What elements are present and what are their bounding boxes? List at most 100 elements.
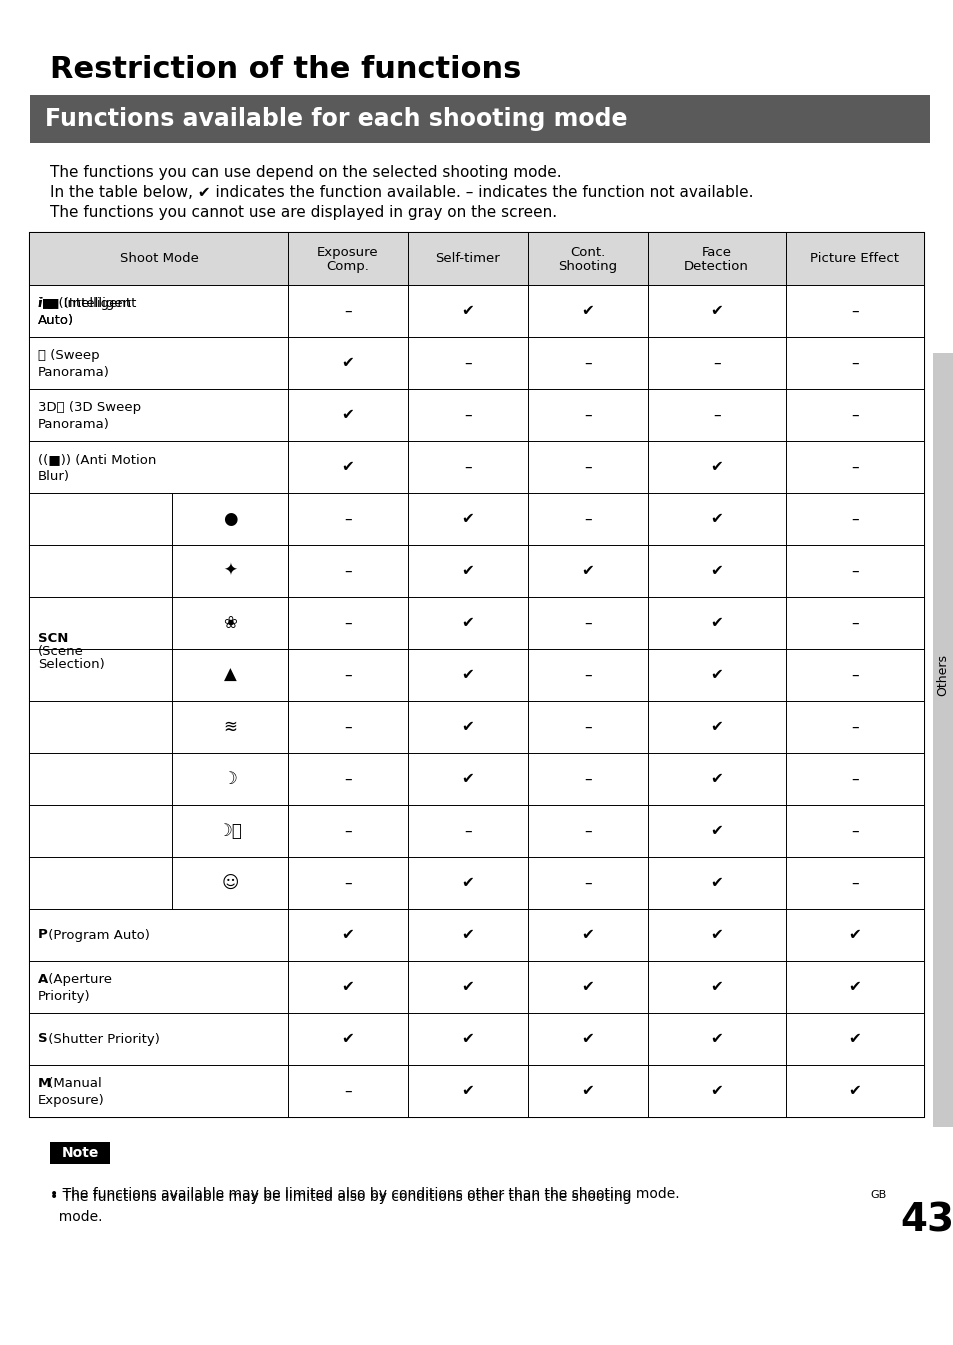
Text: ✔: ✔: [580, 1032, 594, 1046]
Text: ✔: ✔: [847, 1084, 861, 1099]
Text: • The functions available may be limited also by conditions other than the shoot: • The functions available may be limited…: [50, 1190, 631, 1204]
Text: Comp.: Comp.: [326, 261, 369, 273]
Bar: [30, 1065, 923, 1116]
Text: Others: Others: [936, 654, 948, 695]
Text: ✔: ✔: [461, 979, 474, 994]
Text: ✔: ✔: [461, 564, 474, 578]
Bar: [30, 233, 923, 285]
Text: Self-timer: Self-timer: [435, 253, 499, 265]
Text: ✔: ✔: [341, 1032, 354, 1046]
Text: ✔: ✔: [341, 355, 354, 370]
Bar: [30, 960, 923, 1013]
Text: P: P: [38, 928, 48, 942]
Text: ☺: ☺: [221, 874, 238, 892]
Text: ✔: ✔: [710, 823, 722, 838]
Text: Detection: Detection: [683, 261, 748, 273]
Text: Restriction of the functions: Restriction of the functions: [50, 55, 521, 83]
Text: ✔: ✔: [580, 1084, 594, 1099]
Text: –: –: [344, 667, 352, 682]
Text: The functions you can use depend on the selected shooting mode.: The functions you can use depend on the …: [50, 165, 561, 180]
Text: –: –: [344, 304, 352, 319]
Text: ✔: ✔: [710, 616, 722, 631]
Text: –: –: [463, 355, 471, 370]
Text: –: –: [850, 355, 858, 370]
Text: Auto): Auto): [38, 313, 74, 327]
Text: –: –: [850, 408, 858, 422]
Text: S: S: [38, 1033, 48, 1045]
Text: ✔: ✔: [461, 928, 474, 943]
Text: –: –: [344, 823, 352, 838]
Text: –: –: [344, 564, 352, 578]
Text: ✔: ✔: [847, 979, 861, 994]
Text: ■ (Intelligent: ■ (Intelligent: [47, 297, 136, 309]
Text: ✔: ✔: [580, 928, 594, 943]
Text: –: –: [463, 408, 471, 422]
Text: Exposure: Exposure: [316, 246, 378, 260]
Text: (Program Auto): (Program Auto): [44, 928, 150, 942]
Text: ✔: ✔: [341, 979, 354, 994]
Bar: [30, 285, 923, 338]
Bar: [50, 1142, 110, 1163]
Text: Functions available for each shooting mode: Functions available for each shooting mo…: [45, 108, 627, 130]
Bar: [30, 494, 923, 909]
Text: Exposure): Exposure): [38, 1093, 105, 1107]
Bar: [932, 352, 953, 1127]
Text: –: –: [850, 304, 858, 319]
Text: ≋: ≋: [223, 718, 236, 736]
Text: ✔: ✔: [580, 564, 594, 578]
Text: –: –: [344, 772, 352, 787]
Text: • The functions available may be limited also by conditions other than the shoot: • The functions available may be limited…: [50, 1188, 679, 1201]
Text: ❀: ❀: [223, 615, 236, 632]
Text: ✔: ✔: [461, 772, 474, 787]
Text: ✔: ✔: [580, 304, 594, 319]
Text: –: –: [583, 616, 591, 631]
Bar: [30, 909, 923, 960]
Bar: [30, 233, 923, 1116]
Text: ☽✋: ☽✋: [217, 822, 242, 841]
Text: ⬜ (Sweep: ⬜ (Sweep: [38, 348, 99, 362]
Text: ✦: ✦: [223, 562, 236, 580]
Text: Panorama): Panorama): [38, 366, 110, 379]
Text: (Manual: (Manual: [44, 1077, 102, 1089]
Text: Picture Effect: Picture Effect: [809, 253, 899, 265]
Text: –: –: [344, 720, 352, 734]
Text: –: –: [850, 876, 858, 890]
Text: Face: Face: [700, 246, 731, 260]
Text: ✔: ✔: [461, 1032, 474, 1046]
Bar: [30, 95, 929, 143]
Text: ✔: ✔: [710, 928, 722, 943]
Text: SCN: SCN: [38, 632, 69, 646]
Text: Auto): Auto): [38, 313, 74, 327]
Text: ✔: ✔: [710, 979, 722, 994]
Text: –: –: [463, 823, 471, 838]
Text: ✔: ✔: [341, 408, 354, 422]
Text: A: A: [38, 972, 49, 986]
Text: ✔: ✔: [710, 1032, 722, 1046]
Text: –: –: [850, 564, 858, 578]
Text: i: i: [38, 297, 43, 309]
Text: ✔: ✔: [710, 667, 722, 682]
Text: In the table below, ✔ indicates the function available. – indicates the function: In the table below, ✔ indicates the func…: [50, 186, 753, 200]
Text: –: –: [850, 667, 858, 682]
Text: –: –: [712, 355, 720, 370]
Text: ✔: ✔: [580, 979, 594, 994]
Text: ●: ●: [222, 510, 237, 529]
Text: ✔: ✔: [341, 928, 354, 943]
Text: Selection): Selection): [38, 658, 105, 671]
Text: –: –: [583, 772, 591, 787]
Text: ✔: ✔: [710, 564, 722, 578]
Bar: [30, 1013, 923, 1065]
Text: Priority): Priority): [38, 990, 91, 1003]
Text: ✔: ✔: [710, 772, 722, 787]
Text: ✔: ✔: [461, 616, 474, 631]
Text: ✔: ✔: [461, 1084, 474, 1099]
Text: –: –: [712, 408, 720, 422]
Text: ✔: ✔: [461, 720, 474, 734]
Text: –: –: [583, 460, 591, 475]
Text: –: –: [344, 876, 352, 890]
Text: Shoot Mode: Shoot Mode: [119, 253, 198, 265]
Text: Cont.: Cont.: [569, 246, 604, 260]
Text: GB: GB: [869, 1190, 885, 1200]
Text: ▲: ▲: [223, 666, 236, 685]
Text: ✔: ✔: [461, 511, 474, 526]
